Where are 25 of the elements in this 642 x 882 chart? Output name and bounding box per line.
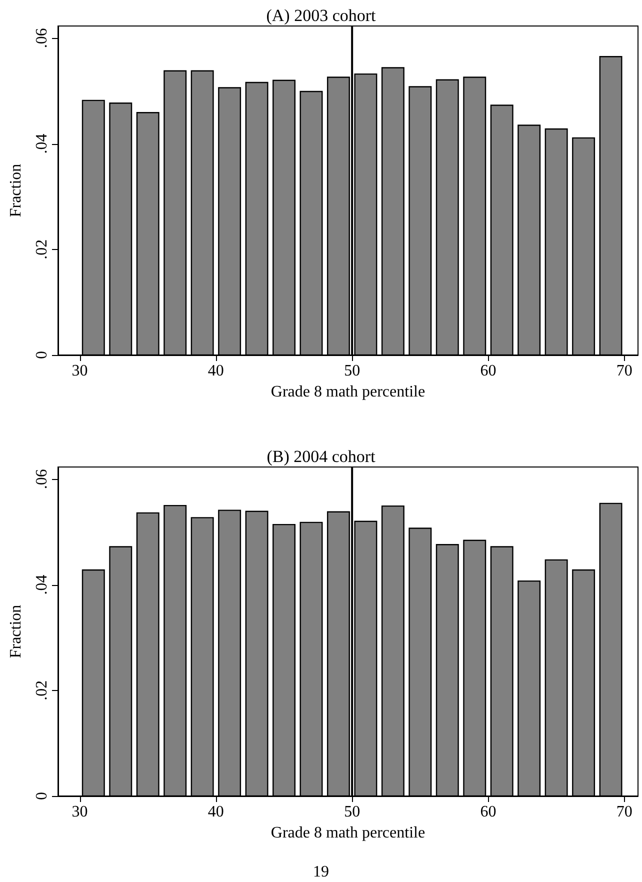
y-tick-label: .06 — [34, 469, 50, 490]
x-tick-label: 30 — [72, 362, 88, 380]
y-tick-label: .02 — [34, 680, 50, 700]
chart-title: (A) 2003 cohort — [266, 6, 376, 25]
y-tick-label: 0 — [34, 351, 50, 359]
x-tick-label: 50 — [344, 804, 360, 820]
x-axis-title: Grade 8 math percentile — [270, 824, 426, 842]
chart-title: (B) 2004 cohort — [266, 447, 376, 466]
x-axis-title: Grade 8 math percentile — [270, 383, 426, 400]
x-tick-label: 40 — [208, 362, 224, 380]
x-tick-label: 70 — [616, 362, 632, 380]
text: 19 — [313, 864, 329, 880]
x-tick-label: 50 — [344, 362, 360, 380]
y-tick-label: .04 — [34, 134, 50, 154]
y-tick-label: .04 — [34, 574, 50, 595]
x-tick-label: 40 — [208, 804, 224, 820]
x-tick-label: 30 — [72, 804, 88, 820]
x-tick-label: 60 — [480, 804, 496, 820]
y-axis-title: Fraction — [8, 164, 24, 218]
y-tick-label: 0 — [34, 792, 50, 800]
y-axis-title: Fraction — [8, 604, 24, 658]
y-tick-label: .06 — [34, 28, 50, 48]
y-tick-label: .02 — [34, 239, 50, 260]
x-tick-label: 60 — [480, 362, 496, 380]
x-tick-label: 70 — [616, 804, 632, 820]
